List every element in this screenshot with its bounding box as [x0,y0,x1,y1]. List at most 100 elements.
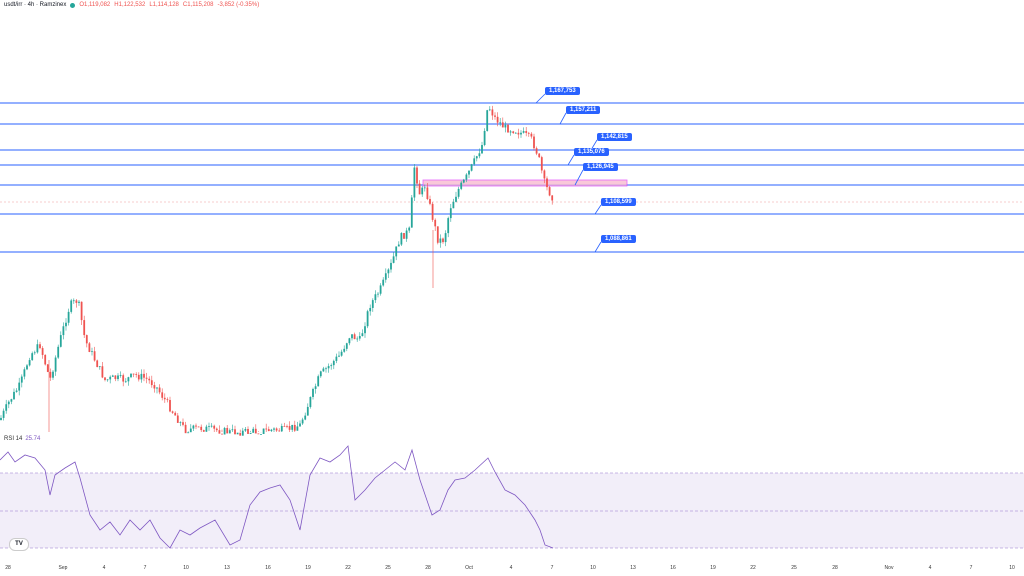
candle-body [475,156,478,159]
candle-body [522,131,525,133]
candle-body [132,373,135,375]
candle-body [140,373,143,380]
tradingview-logo-icon[interactable]: TV [9,538,29,551]
candle-body [520,132,522,135]
candle-body [59,335,62,347]
candle-body [436,226,439,243]
rsi-line [0,445,554,549]
symbol-legend[interactable]: usdt/irr · 4h · Ramzinex O1,119,082 H1,1… [4,2,259,8]
candle-body [291,424,294,430]
candle-body [455,196,457,202]
candle-body [304,415,307,420]
candle-body [182,422,184,425]
level-label-6[interactable]: 1,108,599 [601,198,636,206]
candle-body [421,187,424,195]
candle-body [546,178,548,188]
candle-body [366,311,369,327]
rsi-legend[interactable]: RSI 14 25.74 [4,436,40,442]
candle-body [137,374,140,380]
candle-body [78,301,80,303]
candle-body [507,124,509,133]
candle-body [153,385,156,389]
candle-body [426,187,429,200]
x-tick-label: 22 [345,565,351,571]
candle-body [551,195,554,201]
candle-body [353,334,356,340]
candle-body [327,366,330,369]
candle-body [491,109,494,116]
legend-open: O1,119,082 [79,2,111,8]
candle-body [5,404,8,411]
level-label-3[interactable]: 1,142,815 [597,133,632,141]
supply-zone [422,179,628,187]
candle-body [481,145,483,154]
level-label-7[interactable]: 1,088,861 [601,235,636,243]
candle-body [340,351,343,356]
candle-body [239,432,242,436]
candle-body [416,167,418,184]
x-tick-label: 10 [183,565,189,571]
label-pointer-7 [594,241,602,253]
candle-body [18,382,21,391]
x-tick-label: 25 [791,565,797,571]
candle-body [104,377,106,380]
label-pointer-2 [559,112,567,125]
candle-body [525,131,528,133]
x-tick-label: 4 [102,565,106,571]
candle-body [161,392,164,398]
candle-body [496,116,499,123]
candle-body [400,233,403,245]
candle-body [15,390,18,392]
candle-body [127,377,130,382]
candle-body [494,115,496,117]
level-label-2[interactable]: 1,157,211 [566,106,601,114]
candle-body [46,364,49,372]
candle-body [88,343,91,352]
candles [0,105,554,436]
symbol-title[interactable]: usdt/irr · 4h · Ramzinex [4,2,67,8]
x-tick-label: 7 [969,565,973,571]
candle-body [296,426,299,431]
candle-body [85,335,88,344]
candle-body [390,262,392,270]
level-lines[interactable] [0,93,1024,253]
candle-body [249,432,252,434]
candle-body [31,353,34,361]
x-tick-label: Nov [884,565,894,571]
level-label-1[interactable]: 1,167,753 [545,87,580,95]
candle-body [278,430,281,432]
candle-body [39,344,41,349]
x-tick-label: 13 [224,565,230,571]
candle-body [384,273,387,280]
candle-body [512,131,515,133]
candle-body [52,371,54,378]
candle-body [527,132,530,134]
candle-body [33,352,36,354]
x-tick-label: 16 [265,565,271,571]
candle-body [184,424,187,434]
x-tick-label: 4 [928,565,932,571]
candle-body [434,219,437,227]
level-label-5[interactable]: 1,126,945 [583,163,618,171]
x-tick-label: 10 [1009,565,1015,571]
candle-body [275,428,278,431]
candle-body [460,182,463,189]
label-pointer-4 [567,154,575,166]
candle-body [257,433,260,435]
candle-body [130,373,132,378]
candle-body [202,430,205,432]
candle-body [442,238,444,243]
x-tick-label: 28 [832,565,838,571]
candle-body [530,133,533,137]
candle-body [124,381,127,383]
candle-body [439,238,442,243]
level-label-4[interactable]: 1,135,076 [574,148,609,156]
candle-body [57,346,60,358]
candle-body [533,136,535,149]
candle-body [335,356,338,361]
candle-body [330,365,333,367]
candle-body [465,174,468,180]
candle-body [348,338,351,344]
candle-body [319,371,322,377]
